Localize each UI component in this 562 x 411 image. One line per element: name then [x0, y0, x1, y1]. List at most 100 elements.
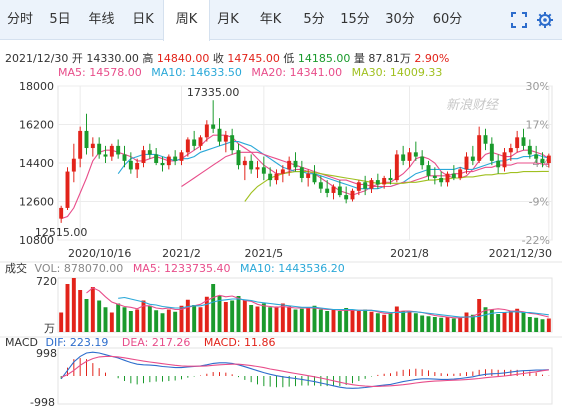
- volume-bar: [337, 311, 342, 332]
- candle-body: [413, 152, 418, 157]
- candle-body: [109, 145, 114, 157]
- volume-bar: [192, 305, 197, 332]
- volume-bar: [502, 312, 507, 332]
- volume-ma5-line: [86, 287, 549, 319]
- volume-bar: [268, 307, 273, 332]
- candle-body: [71, 158, 76, 172]
- x-tick-label: 2021/2: [162, 247, 201, 260]
- x-tick-label: 2021/12/30: [489, 247, 552, 260]
- volume-bar: [128, 311, 133, 332]
- candle-body: [521, 137, 526, 146]
- volume-bar: [103, 307, 108, 332]
- x-tick-label: 2021/8: [390, 247, 429, 260]
- fullscreen-icon[interactable]: [511, 12, 527, 28]
- candle-body: [394, 154, 399, 181]
- tab-8[interactable]: 15分: [340, 12, 370, 27]
- ma20-legend: MA20: 14341.00: [251, 66, 343, 79]
- ma10-legend: MA10: 14633.50: [151, 66, 242, 79]
- candle-body: [546, 155, 551, 163]
- candle-body: [97, 143, 102, 155]
- tab-5[interactable]: 月K: [217, 12, 239, 27]
- volume-bar: [540, 319, 545, 332]
- volume-bar: [483, 307, 488, 332]
- candle-body: [388, 177, 393, 181]
- y-tick-label: 14400: [19, 157, 54, 170]
- tab-4[interactable]: 周K: [163, 0, 210, 41]
- volume-unit-label: 万: [44, 322, 55, 335]
- candle-body: [464, 156, 469, 170]
- volume-bar: [84, 299, 89, 332]
- volume-bar: [274, 306, 279, 332]
- volume-bar: [458, 317, 463, 332]
- ma-line-ma10: [117, 141, 549, 190]
- volume-bar: [261, 303, 266, 332]
- candle-body: [337, 186, 342, 196]
- candle-body: [515, 137, 520, 149]
- high-label: 高: [142, 52, 154, 65]
- max-annotation: 17335.00: [187, 86, 240, 99]
- close-value: 14745.00: [227, 52, 280, 65]
- candle-body: [103, 154, 108, 157]
- volume-bar: [426, 316, 431, 332]
- volume-bar: [160, 313, 165, 332]
- volume-bar: [173, 311, 178, 332]
- volume-frame: [57, 277, 553, 333]
- candle-body: [128, 160, 133, 170]
- candle-body: [407, 152, 412, 161]
- volume-ma10: MA10: 1443536.20: [240, 262, 345, 275]
- volume-bar: [59, 312, 64, 332]
- volume-bar: [312, 305, 317, 332]
- volume-bar: [255, 306, 260, 332]
- volume-bar: [135, 309, 140, 332]
- gear-icon[interactable]: [537, 12, 553, 28]
- volume-bar: [185, 299, 190, 332]
- candle-body: [356, 182, 361, 191]
- volume-bar: [363, 309, 368, 332]
- volume-bar: [325, 311, 330, 332]
- volume-bar: [451, 318, 456, 332]
- volume-bar: [198, 307, 203, 332]
- candle-body: [527, 145, 532, 155]
- volume-bar: [388, 313, 393, 332]
- volume-vol: VOL: 878070.00: [34, 262, 124, 275]
- volume-bar: [496, 314, 501, 332]
- volume-bar: [116, 303, 121, 332]
- candle-body: [312, 173, 317, 183]
- candle-body: [401, 154, 406, 161]
- tab-0[interactable]: 分时: [6, 12, 33, 27]
- watermark-text: 新浪财经: [446, 98, 499, 113]
- volume-bar: [293, 309, 298, 332]
- volume-bar: [439, 317, 444, 332]
- tab-6[interactable]: 年K: [259, 12, 282, 27]
- candle-body: [350, 190, 355, 200]
- volume-bar: [521, 312, 526, 332]
- volume-bar: [350, 310, 355, 332]
- open-value: 14330.00: [86, 52, 139, 65]
- candle-body: [375, 180, 380, 185]
- volume-ma10-line: [118, 296, 549, 318]
- candle-body: [198, 137, 203, 146]
- tab-3[interactable]: 日K: [132, 12, 154, 27]
- volume-label: 量: [353, 52, 365, 65]
- tab-9[interactable]: 30分: [385, 12, 415, 27]
- macd-top-label: 998: [36, 347, 57, 360]
- candle-body: [496, 160, 501, 168]
- tab-1[interactable]: 5日: [49, 12, 71, 27]
- tab-7[interactable]: 5分: [303, 12, 325, 27]
- candle-body: [325, 188, 330, 193]
- candle-body: [287, 160, 292, 170]
- tab-10[interactable]: 60分: [432, 12, 463, 27]
- macd-frame: [57, 347, 553, 405]
- macd-dea-line: [60, 355, 549, 387]
- volume-bar: [306, 307, 311, 332]
- volume-bar: [242, 300, 247, 332]
- macd-dif: DIF: 223.19: [45, 336, 109, 349]
- volume-bar: [154, 310, 159, 332]
- candle-body: [135, 163, 140, 170]
- volume-bar: [147, 305, 152, 332]
- tab-2[interactable]: 年线: [88, 12, 115, 27]
- candle-body: [299, 167, 304, 178]
- candle-body: [223, 135, 228, 142]
- ma-legend: MA5: 14578.00 MA10: 14633.50 MA20: 14341…: [58, 66, 442, 79]
